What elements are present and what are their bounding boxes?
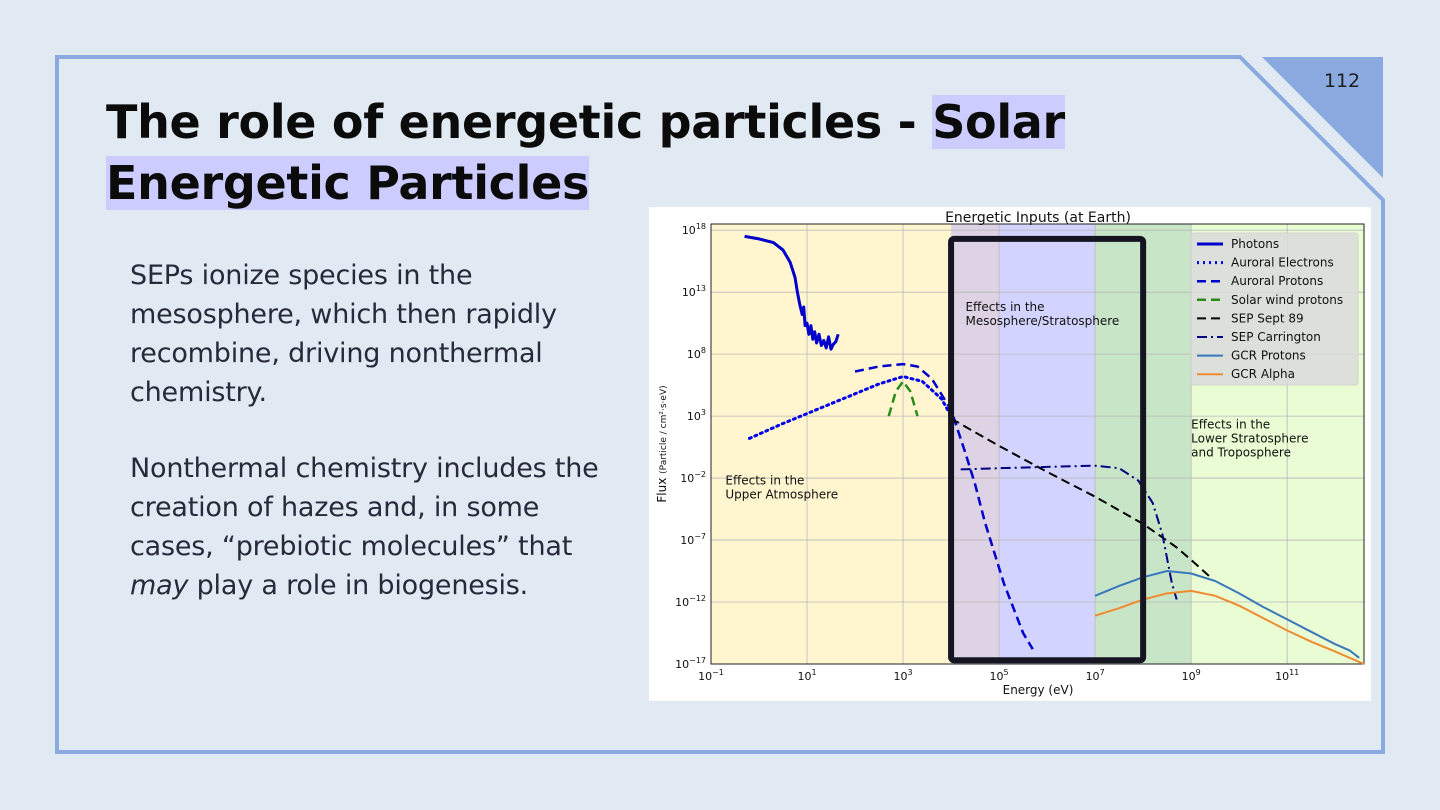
plot-frame	[710, 223, 1365, 665]
y-tick-exponent: 13	[696, 284, 706, 293]
x-tick-exponent: 5	[1004, 668, 1009, 677]
x-tick-label: 10−1	[698, 668, 724, 683]
x-tick-exponent: 11	[1289, 668, 1299, 677]
body-text: SEPs ionize species in the mesosphere, w…	[130, 256, 630, 605]
x-tick-exponent: 1	[811, 668, 816, 677]
paragraph-2: Nonthermal chemistry includes the creati…	[130, 449, 630, 605]
title-highlight-2: Energetic Particles	[106, 156, 590, 210]
legend-entry: SEP Sept 89	[1231, 311, 1304, 325]
energetic-inputs-chart: 10−1 101 103 105 107 109 1011 10−17 10−12 10−7 10−…	[655, 210, 1365, 697]
series-line-1	[747, 375, 953, 440]
x-tick-exponent: 7	[1100, 668, 1105, 677]
y-tick-label: 108	[687, 346, 706, 361]
x-tick-exponent: 3	[908, 668, 913, 677]
chart-title: Energetic Inputs (at Earth)	[945, 210, 1131, 226]
y-tick-exponent: 18	[696, 222, 706, 231]
y-tick-label: 10−17	[675, 656, 706, 671]
corner-fold	[1262, 57, 1383, 178]
region-label-1: Effects in the Mesosphere/Stratosphere	[965, 300, 1119, 328]
y-tick-exponent: −2	[694, 470, 706, 479]
paragraph-2-end: play a role in biogenesis.	[188, 570, 529, 601]
x-axis-label: Energy (eV)	[1003, 683, 1074, 697]
region-label-line: Effects in the	[965, 300, 1044, 314]
region-label-line: Mesosphere/Stratosphere	[965, 314, 1119, 328]
y-tick-label: 10−7	[680, 532, 706, 547]
y-axis-label: Flux (Particle / cm²·s·eV)	[655, 385, 669, 502]
y-tick-label: 1013	[682, 284, 706, 299]
y-tick-exponent: −17	[689, 656, 706, 665]
y-tick-label: 103	[687, 408, 706, 423]
y-tick-exponent: 3	[701, 408, 706, 417]
region-label-line: and Troposphere	[1191, 446, 1291, 460]
series-line-3	[887, 380, 919, 417]
legend-entry: GCR Alpha	[1231, 367, 1295, 381]
y-tick-exponent: −12	[689, 594, 706, 603]
region-overlap-band	[951, 224, 1000, 664]
x-tick-label: 1011	[1275, 668, 1299, 683]
x-tick-label: 103	[894, 668, 913, 683]
series-line-0	[744, 234, 840, 351]
y-tick-label: 10−2	[680, 470, 706, 485]
paragraph-2-emphasis: may	[130, 570, 189, 601]
legend-box	[1190, 232, 1359, 386]
paragraph-1: SEPs ionize species in the mesosphere, w…	[130, 260, 557, 408]
region-label-line: Effects in the	[725, 473, 804, 487]
x-tick-exponent: −1	[712, 668, 724, 677]
chart-container: 10−1 101 103 105 107 109 1011 10−17 10−12 10−7 10−…	[649, 207, 1371, 701]
highlight-box	[948, 235, 1147, 664]
x-tick-exponent: 9	[1196, 668, 1201, 677]
y-tick-exponent: 8	[701, 346, 706, 355]
slide-title: The role of energetic particles - Solar E…	[106, 92, 1066, 214]
y-axis-unit: (Particle / cm²·s·eV)	[659, 385, 669, 473]
legend-entry: SEP Carrington	[1231, 330, 1321, 344]
region-label-2: Effects in the Lower Stratosphere and Trop…	[1191, 418, 1308, 460]
legend-entry: Auroral Electrons	[1231, 256, 1334, 270]
title-plain: The role of energetic particles -	[106, 95, 933, 149]
series-line-2	[854, 362, 1034, 650]
slide-border	[55, 55, 1385, 754]
x-tick-label: 101	[797, 668, 816, 683]
y-tick-exponent: −7	[694, 532, 706, 541]
x-tick-label: 105	[990, 668, 1009, 683]
y-tick-label: 1018	[682, 222, 706, 237]
series-line-5	[960, 464, 1178, 600]
legend-entry: Solar wind protons	[1231, 293, 1343, 307]
region-band-1	[999, 224, 1096, 664]
legend-entry: Photons	[1231, 237, 1279, 251]
y-tick-label: 10−12	[675, 594, 706, 609]
region-label-line: Upper Atmosphere	[725, 487, 838, 501]
x-tick-label: 107	[1086, 668, 1105, 683]
region-label-0: Effects in the Upper Atmosphere	[725, 473, 838, 501]
region-label-line: Lower Stratosphere	[1191, 432, 1308, 446]
x-tick-label: 109	[1182, 668, 1201, 683]
legend-entry: GCR Protons	[1231, 349, 1306, 363]
series-line-4	[950, 417, 1212, 578]
legend-entry: Auroral Protons	[1231, 274, 1323, 288]
paragraph-2-start: Nonthermal chemistry includes the creati…	[130, 453, 599, 562]
region-label-line: Effects in the	[1191, 418, 1270, 432]
title-highlight-1: Solar	[932, 95, 1065, 149]
page-number: 112	[1323, 70, 1361, 92]
